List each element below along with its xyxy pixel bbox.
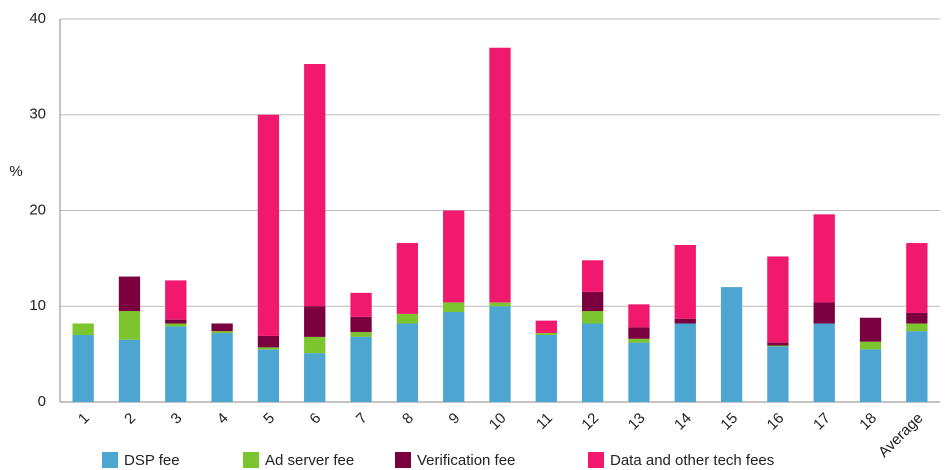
x-tick-label: 6 [306, 410, 324, 428]
bar-segment [257, 114, 280, 336]
bar-segment [720, 287, 743, 402]
bar-segment [628, 327, 650, 339]
x-tick-label: 4 [214, 410, 232, 428]
y-tick-label: 30 [29, 106, 46, 123]
bar-segment [211, 331, 233, 334]
bar-segment [443, 311, 465, 402]
bar-segment [859, 317, 882, 342]
bar-segment [489, 302, 511, 307]
bar-segment [489, 47, 511, 303]
bar-segment [350, 316, 372, 333]
bar-segment [396, 313, 419, 324]
bar-segment [813, 302, 835, 324]
x-tick-label: 8 [399, 410, 417, 428]
x-tick-label: 18 [856, 410, 880, 434]
bar-segment [72, 323, 94, 335]
bar-segment [489, 306, 511, 402]
y-axis-label: % [9, 163, 22, 180]
bar-segment [165, 323, 187, 327]
bar-segment [304, 306, 326, 337]
legend-label: Ad server fee [265, 452, 354, 469]
bar-segment [628, 338, 650, 343]
bar-segment [859, 341, 882, 350]
x-tick-label: 15 [717, 410, 741, 434]
bar-segment [118, 276, 141, 312]
x-tick-label: 12 [578, 410, 602, 434]
bar-segment [535, 334, 557, 402]
legend-swatch [102, 452, 118, 468]
x-tick-label: Average [875, 410, 926, 461]
x-tick-label: 14 [671, 410, 695, 434]
bar-segment [304, 353, 326, 402]
bar-segment [859, 349, 882, 402]
legend-swatch [243, 452, 259, 468]
bar-segment [72, 334, 94, 402]
bar-segment [906, 312, 928, 324]
bar-segment [906, 243, 928, 313]
bar-segment [118, 339, 141, 402]
bar-segment [813, 323, 835, 402]
bar-segment [628, 342, 650, 402]
bar-segment [674, 323, 696, 402]
bar-segment [767, 342, 789, 346]
x-tick-label: 9 [445, 410, 463, 428]
bar-segment [304, 64, 326, 307]
bar-segment [813, 214, 835, 303]
x-tick-label: 17 [810, 410, 834, 434]
bar-segment [396, 323, 419, 402]
bar-segment [628, 304, 650, 328]
bar-segment [211, 333, 233, 402]
y-tick-label: 20 [29, 201, 46, 218]
legend-swatch [588, 452, 604, 468]
bar-segment [165, 326, 187, 402]
bar-segment [165, 319, 187, 324]
bar-segment [906, 323, 928, 332]
bar-segment [767, 346, 789, 402]
bar-segment [350, 336, 372, 402]
x-tick-label: 16 [764, 410, 788, 434]
x-tick-label: 3 [168, 410, 186, 428]
bar-segment [674, 244, 696, 319]
bar-segment [443, 302, 465, 312]
bar-segment [581, 260, 604, 292]
bar-segment [767, 256, 789, 343]
bar-segment [257, 335, 280, 348]
bar-segment [906, 331, 928, 402]
bar-segment [674, 318, 696, 324]
x-tick-label: 11 [533, 410, 556, 433]
bar-segment [350, 292, 372, 317]
legend-label: DSP fee [124, 452, 180, 469]
bar-segment [211, 323, 233, 332]
bar-segment [535, 333, 557, 335]
bar-segment [581, 311, 604, 324]
legend-label: Verification fee [417, 452, 515, 469]
y-tick-label: 40 [29, 10, 46, 27]
bar-segment [581, 291, 604, 312]
bar-segment [304, 336, 326, 354]
y-tick-label: 10 [29, 297, 46, 314]
x-tick-label: 2 [121, 410, 139, 428]
bar-segment [581, 323, 604, 402]
x-tick-label: 7 [353, 410, 371, 428]
bar-segment [257, 347, 280, 350]
bar-segment [350, 332, 372, 337]
bar-segment [396, 243, 419, 314]
x-tick-label: 10 [486, 410, 510, 434]
x-tick-label: 13 [625, 410, 649, 434]
legend-swatch [395, 452, 411, 468]
bar-segment [118, 311, 141, 340]
bar-segment [165, 280, 187, 320]
x-tick-label: 1 [75, 410, 93, 428]
y-tick-label: 0 [38, 393, 46, 410]
bar-segment [767, 345, 789, 347]
bar-segment [257, 349, 280, 402]
bar-segment [443, 210, 465, 303]
x-tick-label: 5 [260, 410, 278, 428]
bar-segment [535, 320, 557, 334]
legend-label: Data and other tech fees [610, 452, 774, 469]
